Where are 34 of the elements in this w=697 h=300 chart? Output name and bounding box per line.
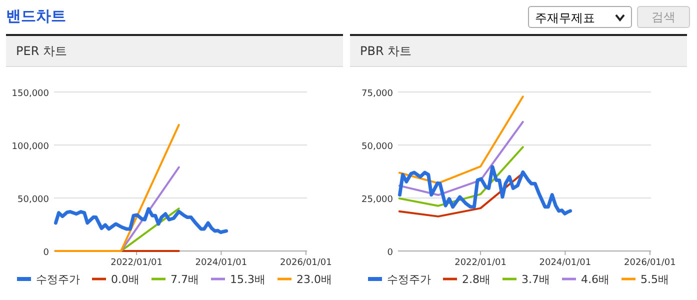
legend-label: 23.0배 [296, 273, 332, 286]
text: 주재무제표 [528, 6, 632, 28]
line-series [54, 207, 228, 234]
legend-label: 2.8배 [462, 273, 490, 286]
legend-label: 15.3배 [230, 273, 266, 286]
chart-title: PBR 차트 [350, 36, 687, 67]
x-tick-label: 2024/01/01 [195, 258, 248, 268]
y-tick-label: 150,000 [12, 89, 50, 99]
text: 밴드차트 [6, 7, 66, 26]
x-tick-label: 2022/01/01 [110, 258, 162, 268]
line-series [398, 120, 524, 196]
legend-label: 4.6배 [581, 273, 610, 286]
legend-label: 7.7배 [170, 273, 199, 286]
legend-label: 수정주가 [36, 273, 80, 286]
x-tick-label: 2024/01/01 [539, 258, 592, 268]
chart-title: PER 차트 [6, 36, 343, 67]
y-tick-label: 75,000 [362, 89, 394, 99]
y-tick-label: 50,000 [18, 195, 50, 205]
x-tick-label: 2026/01/01 [624, 258, 676, 268]
x-tick-label: 2022/01/01 [454, 258, 506, 268]
line-series [398, 146, 524, 207]
legend-label: 3.7배 [522, 273, 550, 286]
line-series [398, 165, 572, 216]
x-tick-label: 2026/01/01 [280, 258, 332, 268]
text: 검색 [637, 6, 690, 28]
y-tick-label: 50,000 [362, 142, 394, 152]
y-tick-label: 0 [43, 248, 50, 258]
legend-label: 0.0배 [111, 273, 140, 286]
line-series [398, 96, 524, 184]
y-tick-label: 25,000 [362, 195, 394, 205]
y-tick-label: 0 [387, 248, 394, 258]
y-tick-label: 100,000 [12, 142, 50, 152]
legend-label: 수정주가 [387, 273, 431, 286]
legend-label: 5.5배 [640, 273, 669, 286]
